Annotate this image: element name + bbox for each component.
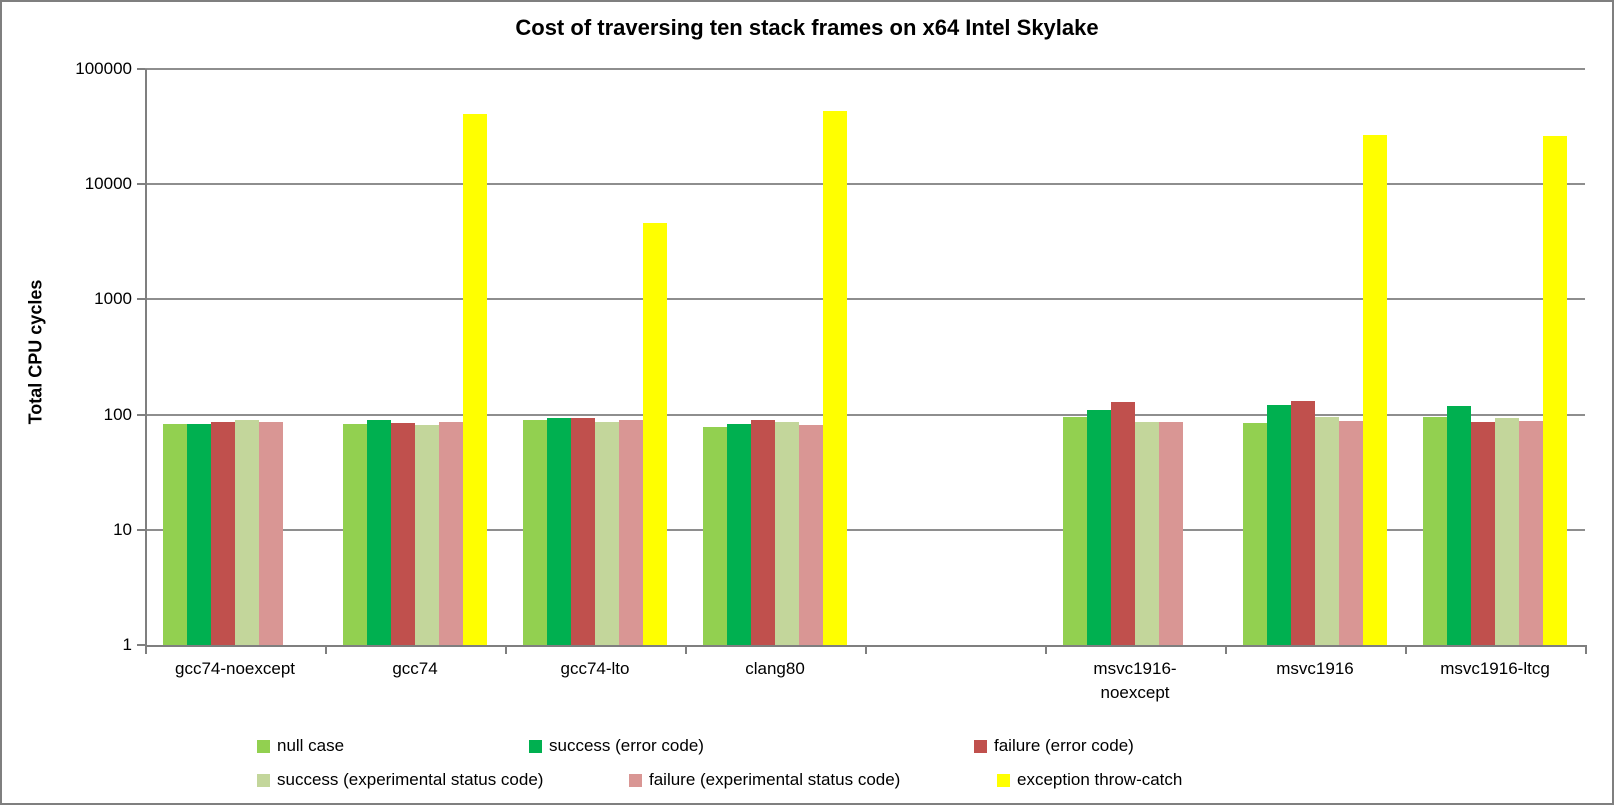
bar <box>751 419 775 645</box>
y-axis-tick <box>137 413 145 416</box>
bar <box>523 419 547 645</box>
y-axis-tick <box>137 298 145 301</box>
y-axis-tick-label: 100 <box>103 404 132 424</box>
bar <box>1291 400 1315 645</box>
legend-item: failure (experimental status code) <box>629 770 900 790</box>
x-axis-tick <box>1225 647 1227 654</box>
y-gridline <box>145 413 1585 416</box>
legend-swatch <box>257 739 270 753</box>
bar <box>1339 420 1363 645</box>
legend-label: success (error code) <box>549 736 704 755</box>
bar <box>1159 422 1183 645</box>
legend-swatch <box>997 773 1010 787</box>
bar <box>1423 416 1447 645</box>
bar <box>1243 423 1267 645</box>
chart-title: Cost of traversing ten stack frames on x… <box>515 15 1099 40</box>
bar <box>1363 134 1387 645</box>
x-axis-line <box>145 645 1587 647</box>
bar <box>775 422 799 645</box>
x-axis-tick <box>325 647 327 654</box>
legend-item: success (error code) <box>529 736 704 756</box>
bar <box>367 419 391 645</box>
y-axis-tick <box>137 183 145 186</box>
bar <box>1087 409 1111 645</box>
legend-label: failure (error code) <box>994 736 1134 755</box>
bar <box>727 423 751 645</box>
bar <box>235 420 259 645</box>
x-axis-category-label: clang80 <box>745 659 805 678</box>
y-axis-tick-label: 10000 <box>84 174 132 194</box>
bar <box>187 423 211 645</box>
y-axis-tick-label: 10 <box>113 519 132 539</box>
y-gridline <box>145 528 1585 531</box>
bar <box>571 418 595 645</box>
bar <box>1543 136 1567 645</box>
bar <box>1111 401 1135 645</box>
bar <box>1519 420 1543 645</box>
legend-item: exception throw-catch <box>997 770 1182 790</box>
y-axis-tick <box>137 68 145 70</box>
bar <box>799 424 823 645</box>
legend-item: null case <box>257 736 344 756</box>
y-axis-tick-label: 1000 <box>94 289 132 309</box>
bar <box>259 422 283 645</box>
y-axis-tick-label: 100000 <box>75 59 132 78</box>
x-axis-tick <box>1585 647 1587 654</box>
y-axis-tick-label: 1 <box>122 635 132 654</box>
x-axis-tick <box>865 647 867 654</box>
bar <box>1315 417 1339 645</box>
bar <box>619 420 643 645</box>
x-axis-category-label: gcc74 <box>392 659 438 678</box>
y-gridline <box>145 183 1585 186</box>
bar <box>1135 421 1159 645</box>
bar <box>211 422 235 645</box>
legend-label: failure (experimental status code) <box>649 770 901 789</box>
x-axis-category-label: msvc1916- noexcept <box>1093 659 1177 702</box>
legend-item: success (experimental status code) <box>257 770 543 790</box>
x-axis-tick <box>685 647 687 654</box>
bar <box>823 111 847 645</box>
y-gridline <box>145 68 1585 70</box>
bar <box>391 423 415 645</box>
legend-item: failure (error code) <box>974 736 1134 756</box>
bar <box>1063 417 1087 645</box>
bar <box>463 113 487 645</box>
y-axis-tick <box>137 528 145 531</box>
x-axis-tick <box>145 647 147 654</box>
bar <box>703 427 727 645</box>
bar <box>1471 422 1495 645</box>
bar <box>1447 406 1471 645</box>
legend-swatch <box>974 739 987 753</box>
bar <box>415 425 439 645</box>
bar <box>1267 405 1291 645</box>
x-axis-tick <box>1405 647 1407 654</box>
bar <box>643 223 667 645</box>
x-axis-category-label: msvc1916-ltcg <box>1440 659 1550 678</box>
legend-label: success (experimental status code) <box>277 770 544 789</box>
bar <box>547 418 571 645</box>
legend-label: null case <box>277 736 345 755</box>
y-axis-tick <box>137 644 145 646</box>
bar <box>163 423 187 645</box>
bar <box>343 423 367 645</box>
legend-label: exception throw-catch <box>1017 770 1183 789</box>
y-gridline <box>145 298 1585 301</box>
x-axis-category-label: gcc74-lto <box>560 659 630 678</box>
x-axis-category-label: msvc1916 <box>1276 659 1354 678</box>
y-axis-line <box>145 69 147 647</box>
bar <box>595 422 619 645</box>
x-axis-category-label: gcc74-noexcept <box>174 659 296 678</box>
bar <box>439 422 463 645</box>
legend-swatch <box>529 739 542 753</box>
x-axis-tick <box>1045 647 1047 654</box>
legend-swatch <box>257 773 270 787</box>
bar <box>1495 418 1519 645</box>
legend-swatch <box>629 773 642 787</box>
x-axis-tick <box>505 647 507 654</box>
